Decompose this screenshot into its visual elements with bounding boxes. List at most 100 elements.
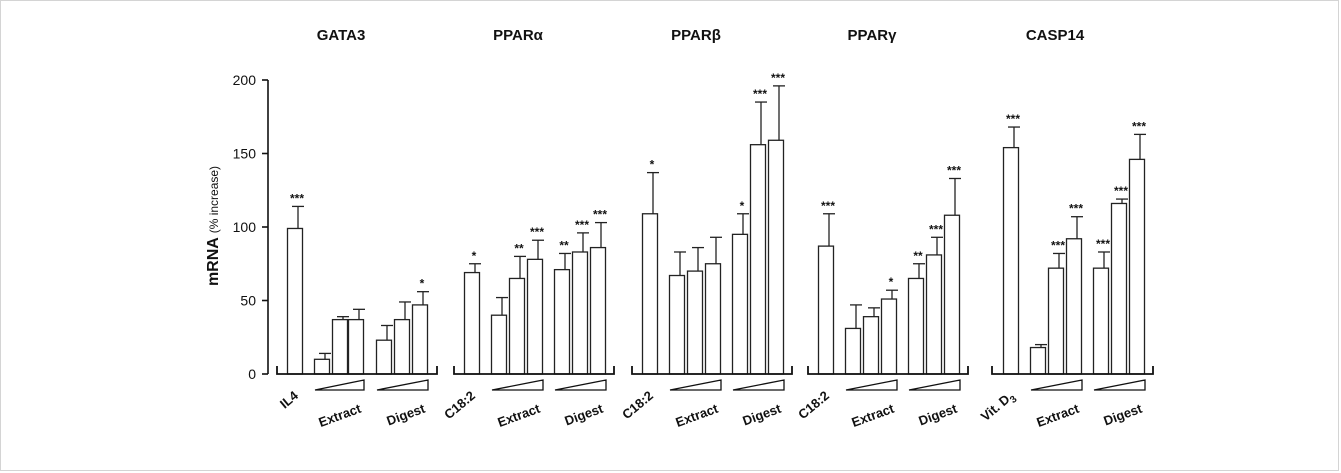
bar [925,254,943,375]
group-label: Digest [917,400,960,428]
y-tick-label: 50 [240,293,256,309]
bar [508,277,526,375]
y-tick-label: 200 [233,72,257,88]
group-label: Extract [495,400,542,429]
bar [907,277,925,375]
panel-baseline-bracket [991,366,1154,375]
bar [817,245,835,375]
bar [641,213,659,375]
group-label: Extract [673,400,720,429]
control-label: Vit. D3 [978,388,1020,428]
panel-baseline-bracket [631,366,793,375]
dose-wedge [732,379,785,391]
bar [844,327,862,375]
significance-marker: *** [290,191,304,205]
bar [411,304,429,375]
dose-wedge [376,379,429,391]
bar [393,318,411,375]
bar [313,358,331,375]
bar [571,251,589,375]
bar [347,318,365,375]
group-label: Digest [563,400,606,428]
significance-marker: *** [821,199,835,213]
panel-baseline-bracket [276,366,438,375]
bar [553,268,571,375]
bar [749,144,767,375]
dose-wedge [845,379,898,391]
significance-marker: *** [1132,119,1146,133]
significance-marker: *** [575,218,589,232]
bar [463,271,481,375]
panel-title: GATA3 [317,27,366,44]
significance-marker: *** [1069,202,1083,216]
bar [1065,238,1083,375]
bar [589,246,607,375]
panel-baseline-bracket [807,366,969,375]
y-tick-label: 100 [233,219,257,235]
dose-wedge [491,379,544,391]
significance-marker: ** [559,238,569,252]
bar [943,214,961,375]
y-axis-label-main: mRNA [205,237,222,286]
bar [331,318,349,375]
y-axis-label-unit: (% increase) [207,166,221,233]
bar [1029,346,1047,375]
dose-wedge [908,379,961,391]
bar [526,258,544,375]
panel-baseline-bracket [453,366,615,375]
significance-marker: *** [929,222,943,236]
bar [767,139,785,375]
control-label-subscript: 3 [1008,394,1020,406]
significance-marker: *** [753,87,767,101]
panel-title: PPARα [493,27,544,44]
y-tick-label: 0 [248,366,256,382]
significance-marker: *** [947,163,961,177]
group-label: Extract [1034,400,1081,429]
bar [286,227,304,375]
bar [704,263,722,375]
significance-marker: * [650,158,655,172]
panel-title: CASP14 [1026,27,1085,44]
control-label: C18:2 [441,388,478,422]
bar [1128,158,1146,375]
group-label: Digest [385,400,428,428]
bar [1002,146,1020,375]
y-tick-label: 150 [233,146,257,162]
group-label: Extract [316,400,363,429]
control-label: C18:2 [619,388,656,422]
dose-wedge [314,379,365,391]
significance-marker: * [472,249,477,263]
control-label: C18:2 [795,388,832,422]
panel-title: PPARγ [848,27,898,44]
significance-marker: *** [593,208,607,222]
significance-marker: * [889,275,894,289]
significance-marker: *** [1096,237,1110,251]
significance-marker: *** [771,71,785,85]
control-label: IL4 [277,387,302,411]
group-label: Digest [1102,400,1145,428]
dose-wedge [669,379,722,391]
bar [880,298,898,375]
significance-marker: * [740,199,745,213]
bar [668,274,686,375]
bar [490,314,508,375]
significance-marker: *** [1114,184,1128,198]
significance-marker: *** [1006,112,1020,126]
dose-wedge [554,379,607,391]
significance-marker: ** [913,249,923,263]
group-label: Extract [849,400,896,429]
bar [686,270,704,375]
group-label: Digest [741,400,784,428]
significance-marker: *** [530,225,544,239]
bar [862,316,880,375]
bar [1110,202,1128,375]
bar [731,233,749,375]
significance-marker: * [420,277,425,291]
bar [1047,267,1065,375]
significance-marker: ** [514,241,524,255]
bar [1092,267,1110,375]
bar [375,339,393,375]
